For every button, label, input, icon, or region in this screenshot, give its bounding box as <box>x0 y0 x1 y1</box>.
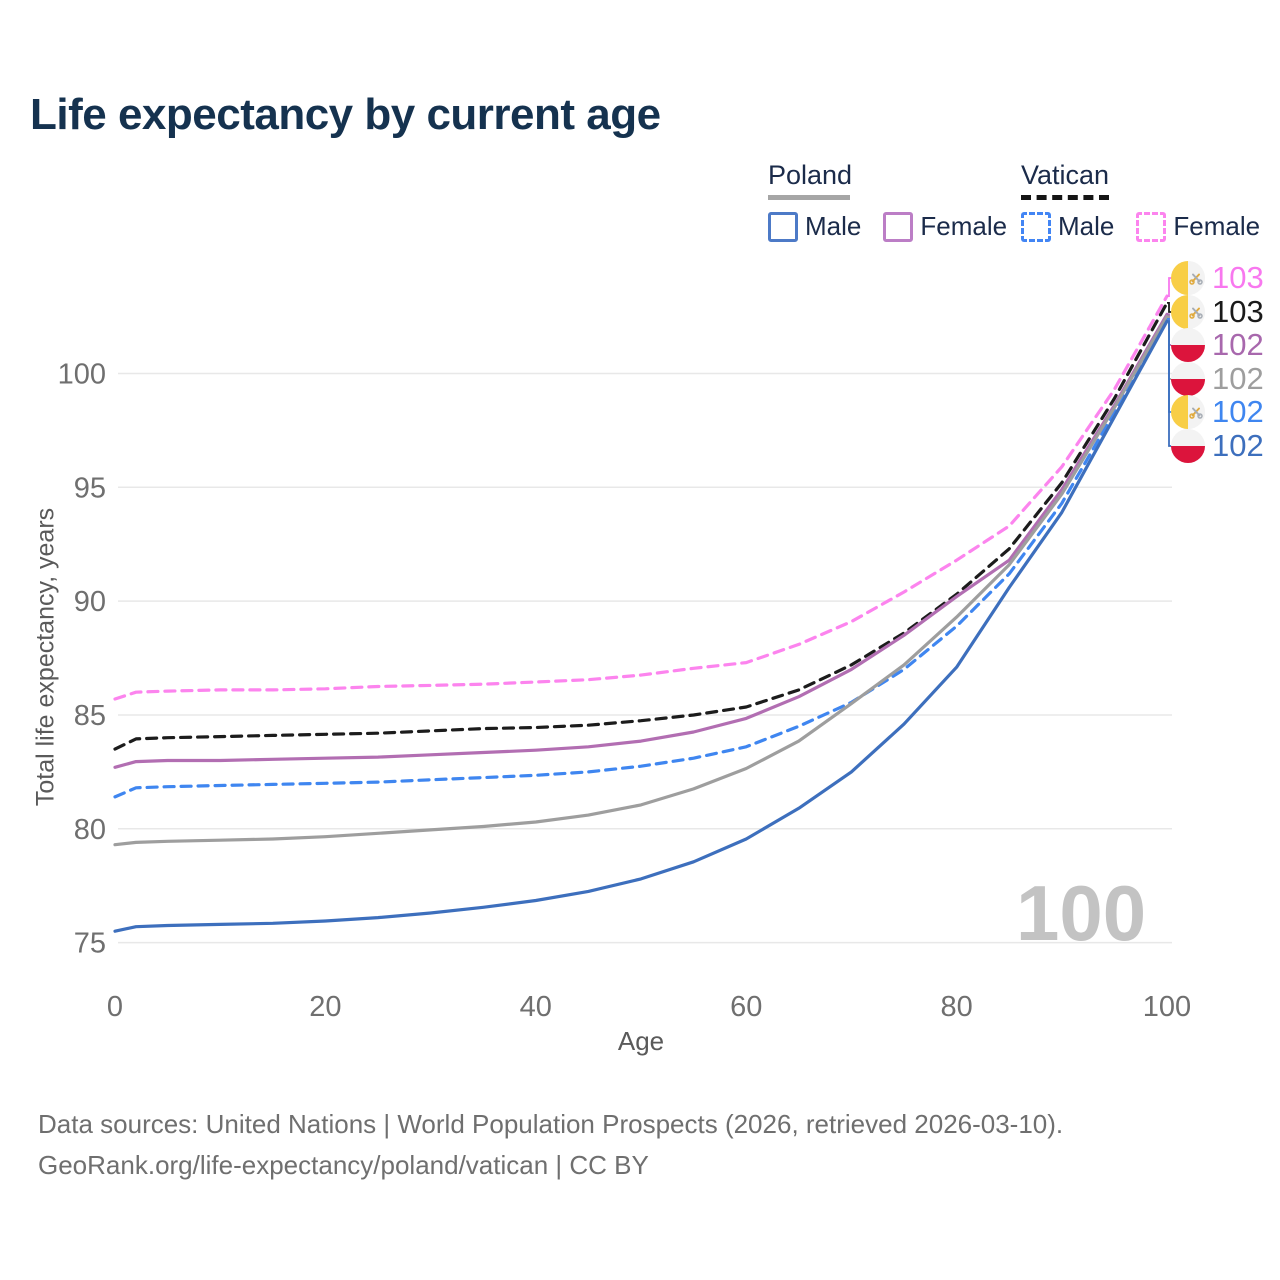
vatican-flag-icon <box>1171 395 1205 429</box>
legend-label-vatican-female: Female <box>1173 211 1261 241</box>
legend-country-poland: Poland <box>768 160 853 190</box>
legend-country-vatican: Vatican <box>1021 160 1110 190</box>
end-value: 102 <box>1212 428 1264 463</box>
poland-flag-icon <box>1171 429 1205 463</box>
legend-checkbox-vatican-female[interactable] <box>1136 211 1167 242</box>
svg-text:40: 40 <box>520 991 552 1023</box>
legend-label-poland-male: Male <box>805 211 862 241</box>
end-value: 102 <box>1212 327 1264 362</box>
y-axis-title: Total life expectancy, years <box>31 507 60 807</box>
svg-text:85: 85 <box>74 700 106 732</box>
source-line: Data sources: United Nations | World Pop… <box>38 1109 1064 1139</box>
svg-text:80: 80 <box>940 991 972 1023</box>
legend-label-vatican-male: Male <box>1058 211 1115 241</box>
data-source-note: Data sources: United Nations | World Pop… <box>38 1104 1063 1186</box>
poland-flag-icon <box>1171 362 1205 396</box>
svg-text:80: 80 <box>74 814 106 846</box>
vatican-flag-icon <box>1171 295 1205 329</box>
end-label-poland-male: 102 <box>1171 429 1264 463</box>
attribution-line: GeoRank.org/life-expectancy/poland/vatic… <box>38 1150 649 1180</box>
legend-group-vatican: Vatican Male Female <box>1021 160 1260 242</box>
svg-text:100: 100 <box>1143 991 1191 1023</box>
end-value: 102 <box>1212 361 1264 396</box>
page-title: Life expectancy by current age <box>30 90 661 139</box>
end-label-vatican-male: 102 <box>1171 395 1264 429</box>
legend-checkbox-vatican-male[interactable] <box>1021 211 1051 242</box>
x-axis-title: Age <box>617 1026 665 1056</box>
vatican-flag-icon <box>1171 261 1205 295</box>
vatican-dashed-line-sample <box>1021 195 1109 200</box>
end-label-vatican-all: 103 <box>1171 295 1264 329</box>
end-label-poland-all: 102 <box>1171 362 1264 396</box>
end-value: 103 <box>1212 294 1264 329</box>
poland-solid-line-sample <box>768 195 850 200</box>
svg-text:95: 95 <box>74 472 106 504</box>
svg-text:20: 20 <box>309 991 341 1023</box>
legend-label-poland-female: Female <box>920 211 1008 241</box>
legend-checkbox-poland-male[interactable] <box>768 211 798 242</box>
end-label-vatican-female: 103 <box>1171 261 1264 295</box>
age-counter-watermark: 100 <box>1016 869 1147 957</box>
end-value: 102 <box>1212 394 1264 429</box>
poland-flag-icon <box>1171 328 1205 362</box>
svg-text:60: 60 <box>730 991 762 1023</box>
legend-checkbox-poland-female[interactable] <box>883 211 914 242</box>
svg-text:90: 90 <box>74 586 106 618</box>
svg-text:75: 75 <box>74 928 106 960</box>
end-label-poland-female: 102 <box>1171 328 1264 362</box>
end-value: 103 <box>1212 260 1264 295</box>
legend-group-poland: Poland Male Female <box>768 160 1007 242</box>
svg-text:100: 100 <box>58 359 106 391</box>
svg-text:0: 0 <box>107 991 123 1023</box>
